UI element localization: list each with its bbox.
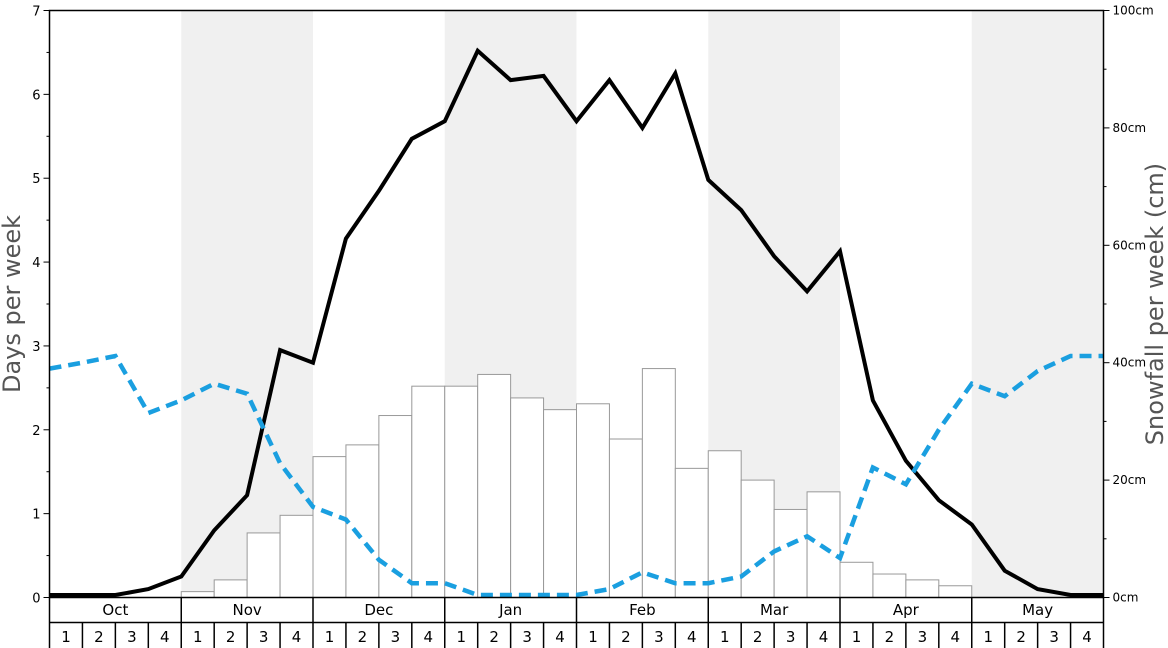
week-label: 1 <box>193 628 203 646</box>
month-label: Oct <box>102 601 128 619</box>
week-label: 1 <box>61 628 71 646</box>
right-axis: 0cm 20cm 40cm 60cm 80cm 100cm <box>1103 4 1154 605</box>
week-label: 2 <box>94 628 104 646</box>
snowfall-bar <box>740 479 775 599</box>
right-tick-label: 80cm <box>1113 121 1147 135</box>
snowfall-bar <box>773 508 808 599</box>
week-label: 2 <box>226 628 236 646</box>
right-tick-label: 40cm <box>1113 356 1147 370</box>
right-tick-label: 20cm <box>1113 473 1147 487</box>
week-label: 2 <box>753 628 763 646</box>
snowfall-bar <box>543 409 577 598</box>
left-axis: 0 1 2 3 4 5 6 7 <box>32 5 50 607</box>
snowfall-bar <box>905 579 940 599</box>
snowfall-bar <box>576 403 610 599</box>
data-lines <box>49 47 1104 598</box>
snowfall-bar <box>839 561 874 599</box>
month-label: Jan <box>498 601 522 619</box>
month-label: Feb <box>629 601 656 619</box>
week-label: 3 <box>786 628 796 646</box>
week-label: 4 <box>160 628 170 646</box>
days-dashed-line <box>49 353 1104 598</box>
snowfall-bar <box>510 397 545 599</box>
week-label: 4 <box>819 628 829 646</box>
month-label: May <box>1022 601 1053 619</box>
week-label: 2 <box>358 628 368 646</box>
snowfall-bar <box>411 385 446 598</box>
week-label: 4 <box>292 628 302 646</box>
right-tick-label: 100cm <box>1113 4 1154 18</box>
week-label: 3 <box>1049 628 1059 646</box>
snowfall-bar <box>641 368 676 598</box>
left-tick-label: 7 <box>32 5 40 20</box>
snowfall-bar <box>872 573 907 599</box>
week-label: 3 <box>918 628 928 646</box>
left-tick-label: 1 <box>32 508 40 523</box>
month-label: Dec <box>364 601 393 619</box>
week-label: 3 <box>654 628 664 646</box>
week-label: 2 <box>1016 628 1026 646</box>
shade-nov <box>181 10 313 598</box>
snowfall-bar <box>477 373 512 598</box>
y-axis-title-left: Days per week <box>0 215 26 393</box>
snowfall-bar <box>444 385 479 598</box>
week-label: 1 <box>852 628 862 646</box>
snowfall-bar <box>279 514 314 599</box>
week-axis: 1 2 3 4 1 2 3 4 1 2 3 4 1 2 3 4 1 2 3 4 1 2 3 4 1 2 3 4 1 2 3 4 <box>48 622 1105 648</box>
snowfall-bar <box>312 456 347 598</box>
month-shading <box>181 10 1104 598</box>
week-label: 4 <box>1082 628 1092 646</box>
snowfall-bar <box>378 415 413 598</box>
month-label: Mar <box>760 601 789 619</box>
left-tick-label: 3 <box>32 340 40 355</box>
month-axis: Oct Nov Dec Jan Feb Mar Apr May <box>48 597 1105 624</box>
snowfall-bar <box>345 444 380 598</box>
week-label: 4 <box>555 628 565 646</box>
week-label: 3 <box>127 628 137 646</box>
left-tick-label: 0 <box>32 592 40 607</box>
week-label: 1 <box>720 628 730 646</box>
week-label: 4 <box>951 628 961 646</box>
snowfall-bar <box>213 579 248 599</box>
snowfall-bar <box>938 585 973 599</box>
snowfall-bar <box>674 467 709 598</box>
week-label: 2 <box>885 628 895 646</box>
week-label: 1 <box>325 628 335 646</box>
left-tick-label: 4 <box>32 256 40 271</box>
snowfall-bar <box>246 532 281 598</box>
week-label: 1 <box>588 628 598 646</box>
week-label: 2 <box>489 628 499 646</box>
left-tick-label: 6 <box>32 88 40 103</box>
week-label: 1 <box>456 628 466 646</box>
right-tick-label: 60cm <box>1113 238 1147 252</box>
month-label: Apr <box>893 601 920 619</box>
snowfall-bar <box>608 438 643 599</box>
snowfall-bar <box>707 450 742 598</box>
week-label: 3 <box>522 628 532 646</box>
week-label: 2 <box>621 628 631 646</box>
left-tick-label: 5 <box>32 172 40 187</box>
snowfall-bars <box>180 368 973 599</box>
snowfall-bar <box>180 591 215 599</box>
week-label: 4 <box>424 628 434 646</box>
days-line <box>49 47 1104 597</box>
week-label: 1 <box>983 628 993 646</box>
week-label: 4 <box>687 628 697 646</box>
week-label: 3 <box>259 628 269 646</box>
left-tick-label: 2 <box>32 424 40 439</box>
y-axis-title-right: Snowfall per week (cm) <box>1141 163 1168 445</box>
shade-may <box>971 10 1104 598</box>
month-label: Nov <box>232 601 261 619</box>
right-tick-label: 0cm <box>1113 591 1139 605</box>
week-label: 3 <box>391 628 401 646</box>
